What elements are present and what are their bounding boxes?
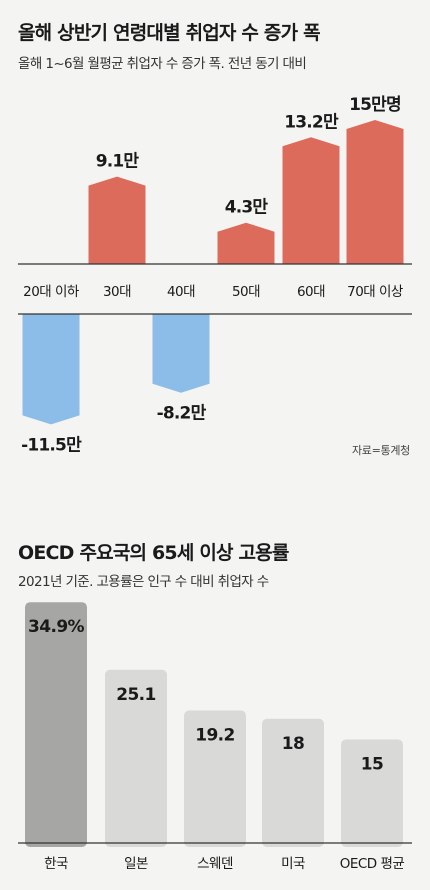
chart1-bar <box>88 176 146 264</box>
chart2-category-label: 스웨덴 <box>197 856 233 872</box>
chart2-value-label: 19.2 <box>195 726 235 746</box>
chart1-subtitle: 올해 1~6월 월평균 취업자 수 증가 폭. 전년 동기 대비 <box>18 56 307 72</box>
chart2-category-label: 한국 <box>44 856 68 872</box>
chart1-category-label: 70대 이상 <box>347 284 403 300</box>
chart2-title: OECD 주요국의 65세 이상 고용률 <box>18 542 289 564</box>
chart1-bar <box>22 314 80 425</box>
chart2-bar <box>105 669 167 847</box>
chart1-bar <box>152 314 210 393</box>
chart2-category-label: OECD 평균 <box>340 856 405 872</box>
chart1-title: 올해 상반기 연령대별 취업자 수 증가 폭 <box>18 22 321 44</box>
chart1-category-label: 40대 <box>167 284 195 300</box>
chart1-bar <box>346 120 404 264</box>
chart1-category-label: 60대 <box>297 284 325 300</box>
chart1-category-label: 20대 이하 <box>23 284 80 300</box>
chart2-bar <box>184 710 246 847</box>
chart1-value-label: -8.2만 <box>157 404 207 424</box>
chart1-bar <box>217 222 275 264</box>
chart1-source: 자료=통계청 <box>351 444 410 457</box>
chart2-value-label: 25.1 <box>116 685 156 705</box>
chart1-value-label: 9.1만 <box>96 152 140 172</box>
chart1-value-label: 15만명 <box>349 95 401 115</box>
chart2-subtitle: 2021년 기준. 고용률은 인구 수 대비 취업자 수 <box>18 574 269 590</box>
chart1-bar <box>282 137 340 264</box>
chart1-value-label: 4.3만 <box>225 198 269 218</box>
chart2-category-label: 일본 <box>124 856 148 872</box>
chart2-value-label: 34.9% <box>28 617 85 637</box>
chart2-bar <box>341 739 403 847</box>
chart1-category-label: 50대 <box>232 284 260 300</box>
chart2-value-label: 18 <box>282 734 304 754</box>
chart2-bar <box>262 718 324 847</box>
chart2-value-label: 15 <box>361 755 383 775</box>
chart1-plot: 20대 이하 30대 40대 50대 60대 70대 이상 -11.5만 9.1만 -8.2만… <box>18 95 412 455</box>
chart1-category-label: 30대 <box>103 284 131 300</box>
chart1-value-label: 13.2만 <box>284 112 339 132</box>
chart1-value-label: -11.5만 <box>21 435 82 455</box>
chart2-category-label: 미국 <box>281 856 305 872</box>
chart2-bar <box>25 602 87 847</box>
